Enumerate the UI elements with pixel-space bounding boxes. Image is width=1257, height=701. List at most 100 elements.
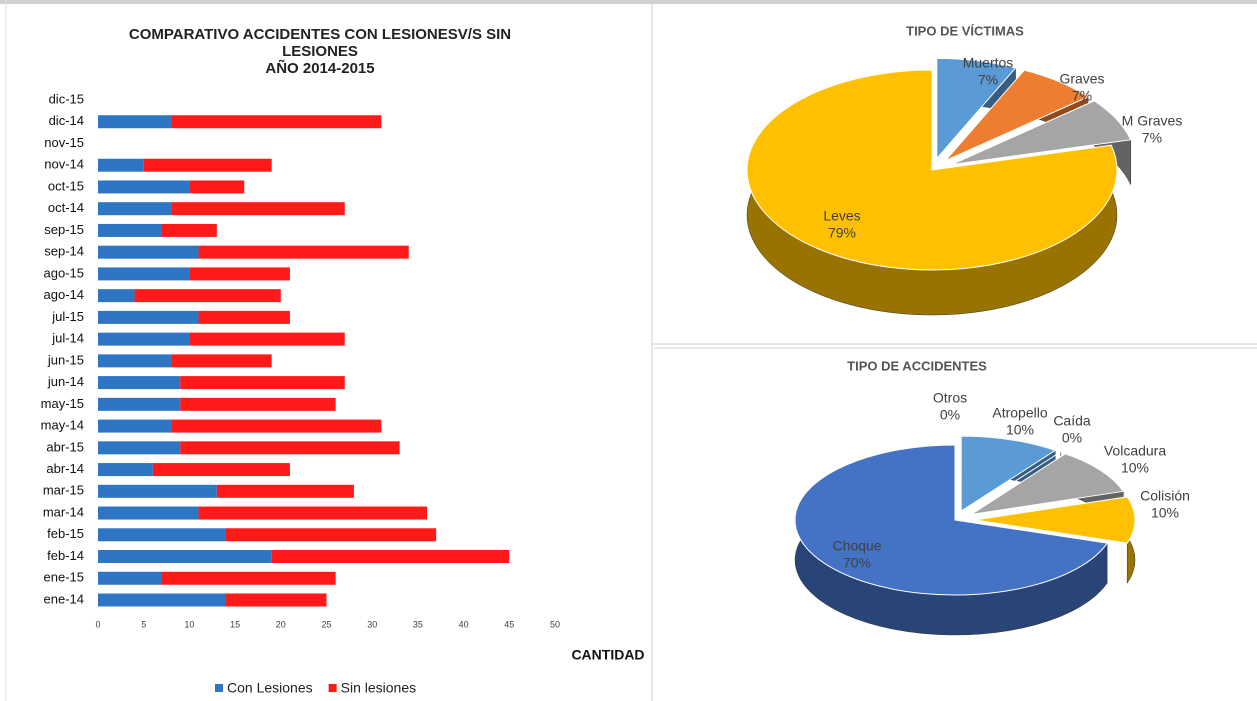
x-tick-label: 30 bbox=[367, 619, 377, 629]
bar-segment bbox=[134, 289, 281, 303]
bar-segment bbox=[98, 310, 199, 324]
bar-segment bbox=[98, 115, 172, 129]
y-tick-label: feb-15 bbox=[47, 526, 84, 541]
legend-label: Con Lesiones bbox=[227, 680, 313, 696]
slice-label: Atropello bbox=[992, 405, 1047, 421]
y-tick-label: jul-14 bbox=[51, 331, 84, 346]
y-tick-label: abr-15 bbox=[46, 439, 84, 454]
bar-segment bbox=[189, 332, 345, 346]
y-tick-label: nov-14 bbox=[44, 157, 84, 172]
slice-value-label: 79% bbox=[828, 225, 856, 241]
bar-segment bbox=[271, 550, 510, 564]
bar-segment bbox=[98, 397, 181, 411]
slice-label: Volcadura bbox=[1104, 443, 1166, 459]
bar-segment bbox=[98, 202, 172, 216]
slice-label: Leves bbox=[823, 208, 860, 224]
y-tick-label: jul-15 bbox=[51, 309, 84, 324]
bar-segment bbox=[171, 115, 382, 129]
bar-segment bbox=[98, 180, 190, 194]
y-tick-label: sep-14 bbox=[44, 244, 84, 259]
bar-segment bbox=[98, 419, 172, 433]
slice-label: Colisión bbox=[1140, 488, 1190, 504]
slice-value-label: 10% bbox=[1121, 460, 1149, 476]
bar-segment bbox=[98, 463, 153, 477]
slice-label: Caída bbox=[1053, 413, 1091, 429]
bar-segment bbox=[171, 354, 272, 368]
x-axis-label: CANTIDAD bbox=[571, 647, 644, 663]
x-tick-label: 0 bbox=[95, 619, 100, 629]
slice-value-label: 0% bbox=[1062, 430, 1082, 446]
y-tick-label: ago-14 bbox=[44, 287, 84, 302]
bar-segment bbox=[98, 332, 190, 346]
x-tick-label: 50 bbox=[550, 619, 560, 629]
bar-segment bbox=[98, 158, 144, 172]
pie-slice bbox=[936, 57, 1017, 160]
bar-segment bbox=[161, 571, 336, 585]
pie-slice bbox=[746, 69, 1118, 271]
x-tick-label: 15 bbox=[230, 619, 240, 629]
bar-segment bbox=[171, 202, 345, 216]
chart-title: TIPO DE ACCIDENTES bbox=[847, 358, 987, 373]
slice-label: Choque bbox=[832, 538, 881, 554]
y-tick-label: ene-15 bbox=[44, 570, 84, 585]
bar-segment bbox=[98, 550, 272, 564]
slice-value-label: 10% bbox=[1151, 505, 1179, 521]
y-tick-label: mar-15 bbox=[43, 483, 84, 498]
y-tick-label: oct-14 bbox=[48, 200, 84, 215]
bar-segment bbox=[180, 376, 345, 390]
pie-slice bbox=[960, 435, 1057, 513]
chart-subtitle: AÑO 2014-2015 bbox=[265, 60, 375, 77]
slice-label: Muertos bbox=[963, 55, 1014, 71]
bar-segment bbox=[98, 593, 226, 607]
y-tick-label: oct-15 bbox=[48, 178, 84, 193]
pie-slice bbox=[794, 444, 1109, 596]
slice-label: Graves bbox=[1059, 71, 1104, 87]
y-tick-label: sep-15 bbox=[44, 222, 84, 237]
y-tick-label: feb-14 bbox=[47, 548, 84, 563]
y-tick-label: may-15 bbox=[41, 396, 84, 411]
x-tick-label: 40 bbox=[459, 619, 469, 629]
y-tick-label: mar-14 bbox=[43, 504, 84, 519]
legend-swatch bbox=[328, 684, 337, 692]
y-tick-label: abr-14 bbox=[46, 461, 84, 476]
x-tick-label: 25 bbox=[321, 619, 331, 629]
slice-value-label: 7% bbox=[1072, 88, 1092, 104]
bar-segment bbox=[180, 441, 400, 455]
slice-label: Otros bbox=[933, 390, 967, 406]
pie-slice bbox=[966, 451, 1062, 513]
legend-label: Sin lesiones bbox=[341, 680, 417, 696]
bar-segment bbox=[98, 484, 217, 498]
y-tick-label: nov-15 bbox=[44, 135, 84, 150]
bar-segment bbox=[98, 289, 135, 303]
bar-segment bbox=[216, 484, 354, 498]
bar-segment bbox=[98, 506, 199, 520]
y-tick-label: dic-15 bbox=[49, 91, 84, 106]
x-tick-label: 45 bbox=[504, 619, 514, 629]
slice-label: M Graves bbox=[1122, 113, 1183, 129]
slice-value-label: 70% bbox=[843, 555, 871, 571]
bar-segment bbox=[225, 593, 327, 607]
bar-segment bbox=[198, 310, 290, 324]
bar-segment bbox=[98, 245, 199, 259]
slice-value-label: 0% bbox=[940, 407, 960, 423]
slice-value-label: 7% bbox=[1142, 130, 1162, 146]
bar-segment bbox=[98, 354, 172, 368]
bar-segment bbox=[98, 528, 226, 542]
legend-swatch bbox=[215, 684, 223, 692]
bar-segment bbox=[98, 571, 162, 585]
bar-segment bbox=[161, 223, 217, 237]
x-tick-label: 35 bbox=[413, 619, 423, 629]
y-tick-label: may-14 bbox=[41, 418, 84, 433]
pie-slice bbox=[945, 69, 1090, 162]
pie-slice bbox=[951, 100, 1132, 166]
top-border bbox=[0, 0, 1257, 4]
bar-segment bbox=[98, 267, 190, 281]
bar-segment bbox=[152, 463, 290, 477]
bar-segment bbox=[98, 441, 181, 455]
bar-segment bbox=[198, 245, 409, 259]
bar-segment bbox=[143, 158, 272, 172]
bar-segment bbox=[171, 419, 382, 433]
y-tick-label: dic-14 bbox=[49, 113, 84, 128]
